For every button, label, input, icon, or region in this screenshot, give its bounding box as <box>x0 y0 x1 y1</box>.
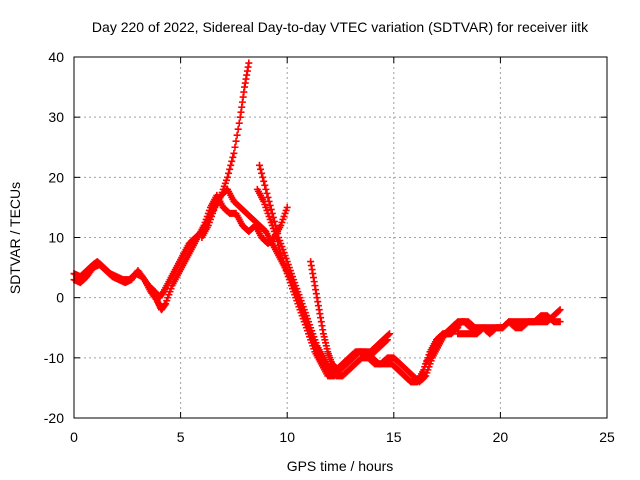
data-point <box>259 173 267 181</box>
data-point <box>255 161 263 169</box>
data-series <box>307 258 394 374</box>
data-point <box>261 181 269 189</box>
data-point <box>234 125 242 133</box>
data-point <box>260 177 268 185</box>
x-axis-label: GPS time / hours <box>287 458 394 474</box>
data-point <box>225 169 233 177</box>
data-point <box>228 157 236 165</box>
data-point <box>273 234 281 241</box>
data-point <box>275 242 283 250</box>
data-point <box>139 274 147 282</box>
data-point <box>233 131 241 139</box>
data-point <box>245 59 253 67</box>
data-series <box>454 312 564 338</box>
data-point <box>226 165 234 173</box>
data-point <box>278 254 286 262</box>
x-tick-label: 20 <box>493 429 509 445</box>
data-point <box>258 169 266 177</box>
data-point <box>277 250 285 258</box>
y-tick-label: 30 <box>48 109 64 125</box>
y-axis-label: SDTVAR / TECUs <box>7 182 23 294</box>
data-point <box>224 173 232 181</box>
data-point <box>267 205 275 213</box>
data-point <box>262 185 270 193</box>
data-point <box>227 161 235 169</box>
axis-ticks: 0 5 10 15 20 25 -20 -10 0 10 20 30 40 <box>44 49 615 445</box>
y-tick-label: 40 <box>48 49 64 65</box>
data-point <box>263 189 271 197</box>
x-tick-label: 10 <box>279 429 295 445</box>
y-tick-label: 10 <box>48 230 64 246</box>
y-tick-label: -10 <box>44 350 64 366</box>
data-point <box>555 307 563 315</box>
data-point <box>276 246 284 254</box>
data-point <box>386 330 394 338</box>
data-point <box>556 318 564 326</box>
data-point <box>231 143 239 151</box>
data-point <box>384 331 392 339</box>
x-tick-label: 25 <box>599 429 615 445</box>
data-point <box>283 203 291 211</box>
grid <box>74 57 607 418</box>
y-tick-label: 0 <box>56 290 64 306</box>
data-point <box>235 119 243 127</box>
data-series <box>253 185 479 386</box>
data-point <box>270 217 278 225</box>
data-point <box>230 149 238 157</box>
data-points <box>70 59 564 386</box>
data-point <box>232 137 240 145</box>
x-tick-label: 15 <box>386 429 402 445</box>
data-point <box>556 306 564 314</box>
data-point <box>229 153 237 161</box>
data-point <box>264 193 272 201</box>
x-tick-label: 0 <box>70 429 78 445</box>
data-point <box>257 165 265 173</box>
data-point <box>274 238 282 246</box>
chart-title: Day 220 of 2022, Sidereal Day-to-day VTE… <box>92 19 589 35</box>
x-tick-label: 5 <box>177 429 185 445</box>
data-point <box>266 201 274 209</box>
y-tick-label: 20 <box>48 169 64 185</box>
y-tick-label: -20 <box>44 410 64 426</box>
plot-frame <box>73 56 608 419</box>
